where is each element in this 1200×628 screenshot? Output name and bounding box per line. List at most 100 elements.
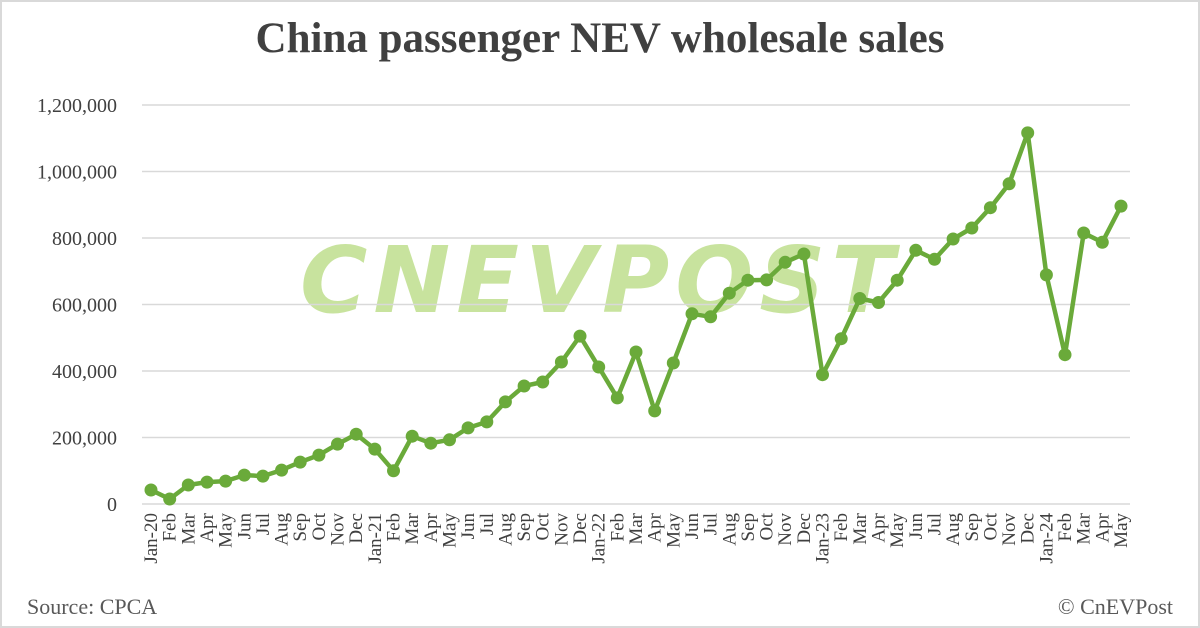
x-tick-label: Nov	[328, 513, 349, 546]
y-tick-label: 200,000	[52, 428, 117, 450]
data-point-marker	[1039, 268, 1053, 282]
data-point-marker	[275, 463, 289, 477]
x-tick-label: Jul	[924, 513, 945, 535]
data-point-marker	[461, 421, 475, 435]
x-tick-label: Feb	[1055, 513, 1076, 542]
x-tick-label: Mar	[402, 512, 423, 544]
data-point-marker	[797, 247, 811, 261]
x-tick-label: Mar	[850, 512, 871, 544]
data-point-marker	[200, 475, 214, 489]
y-tick-label: 800,000	[52, 228, 117, 250]
data-point-marker	[536, 375, 550, 389]
data-point-marker	[704, 310, 718, 324]
x-tick-label: Sep	[290, 513, 311, 542]
x-tick-label: May	[1111, 513, 1132, 548]
x-tick-label: Sep	[514, 513, 535, 542]
data-point-marker	[387, 464, 400, 478]
x-tick-label: Jan-20	[141, 513, 162, 564]
source-label: Source: CPCA	[27, 594, 158, 619]
x-tick-label: Mar	[178, 512, 199, 544]
x-tick-label: Sep	[738, 513, 759, 542]
data-point-marker	[573, 329, 587, 343]
data-point-marker	[1058, 348, 1072, 362]
data-point-marker	[872, 296, 885, 309]
x-tick-label: May	[887, 513, 908, 548]
y-tick-label: 400,000	[52, 361, 117, 383]
data-point-marker	[685, 307, 699, 321]
x-tick-label: Jan-21	[365, 513, 386, 564]
data-point-marker	[498, 395, 512, 409]
copyright-label: © CnEVPost	[1057, 594, 1173, 619]
data-point-marker	[405, 429, 419, 443]
data-point-marker	[517, 379, 531, 393]
x-tick-label: Mar	[1074, 512, 1095, 544]
y-tick-label: 600,000	[52, 295, 117, 317]
data-point-marker	[1021, 126, 1035, 140]
data-point-marker	[909, 243, 923, 257]
x-tick-label: Apr	[197, 512, 218, 542]
x-tick-label: Dec	[346, 513, 367, 544]
data-point-marker	[144, 483, 158, 497]
data-point-marker	[1002, 177, 1016, 191]
x-tick-label: Feb	[831, 513, 852, 542]
x-tick-label: Aug	[943, 513, 964, 546]
x-tick-label: Dec	[794, 513, 815, 544]
data-point-marker	[666, 356, 680, 370]
data-point-marker	[741, 273, 755, 287]
data-point-marker	[368, 442, 382, 456]
x-tick-label: Jan-22	[589, 513, 610, 564]
data-point-marker	[853, 292, 867, 305]
data-point-marker	[293, 455, 307, 469]
x-tick-label: Nov	[775, 513, 796, 546]
data-point-marker	[163, 492, 177, 506]
data-point-marker	[424, 436, 438, 450]
data-point-marker	[219, 474, 233, 488]
x-tick-label: Oct	[533, 512, 554, 540]
x-tick-label: Dec	[1018, 513, 1039, 544]
y-tick-label: 1,000,000	[37, 162, 117, 184]
data-point-marker	[480, 415, 494, 429]
x-tick-label: Oct	[309, 512, 330, 540]
data-point-marker	[1077, 226, 1091, 240]
data-point-marker	[778, 255, 792, 269]
x-tick-label: Jan-24	[1036, 513, 1057, 564]
data-point-marker	[237, 468, 251, 482]
data-point-marker	[256, 469, 270, 483]
x-tick-label: Jun	[906, 513, 927, 540]
x-tick-label: Jul	[477, 513, 498, 535]
data-point-marker	[592, 360, 606, 374]
x-tick-label: Jan-23	[813, 513, 834, 564]
data-point-marker	[965, 221, 979, 235]
y-tick-label: 0	[107, 494, 117, 516]
watermark: CNEVPOST	[300, 227, 894, 334]
data-series	[144, 126, 1128, 506]
x-tick-label: Oct	[980, 512, 1001, 540]
data-point-marker	[312, 448, 326, 462]
data-point-marker	[629, 345, 643, 359]
x-tick-label: Jun	[234, 513, 255, 540]
x-tick-label: Mar	[626, 512, 647, 544]
x-tick-label: May	[216, 513, 237, 548]
data-point-marker	[610, 391, 624, 405]
data-point-marker	[983, 201, 997, 215]
x-tick-label: May	[663, 513, 684, 548]
x-tick-label: Apr	[645, 512, 666, 542]
data-point-marker	[946, 232, 960, 246]
x-tick-label: Oct	[757, 512, 778, 540]
data-point-marker	[816, 368, 829, 382]
chart-title: China passenger NEV wholesale sales	[255, 15, 945, 62]
x-tick-label: Apr	[1092, 512, 1113, 542]
data-point-marker	[648, 404, 662, 418]
x-tick-label: Feb	[384, 513, 405, 542]
data-point-marker	[181, 478, 195, 492]
x-tick-label: Apr	[869, 512, 890, 542]
gridlines	[142, 104, 1130, 505]
x-tick-label: Aug	[272, 513, 293, 546]
data-point-marker	[928, 252, 941, 266]
data-point-marker	[331, 437, 344, 451]
x-tick-label: Nov	[999, 513, 1020, 546]
data-point-marker	[890, 273, 904, 287]
data-point-marker	[760, 273, 774, 287]
x-tick-label: Apr	[421, 512, 442, 542]
